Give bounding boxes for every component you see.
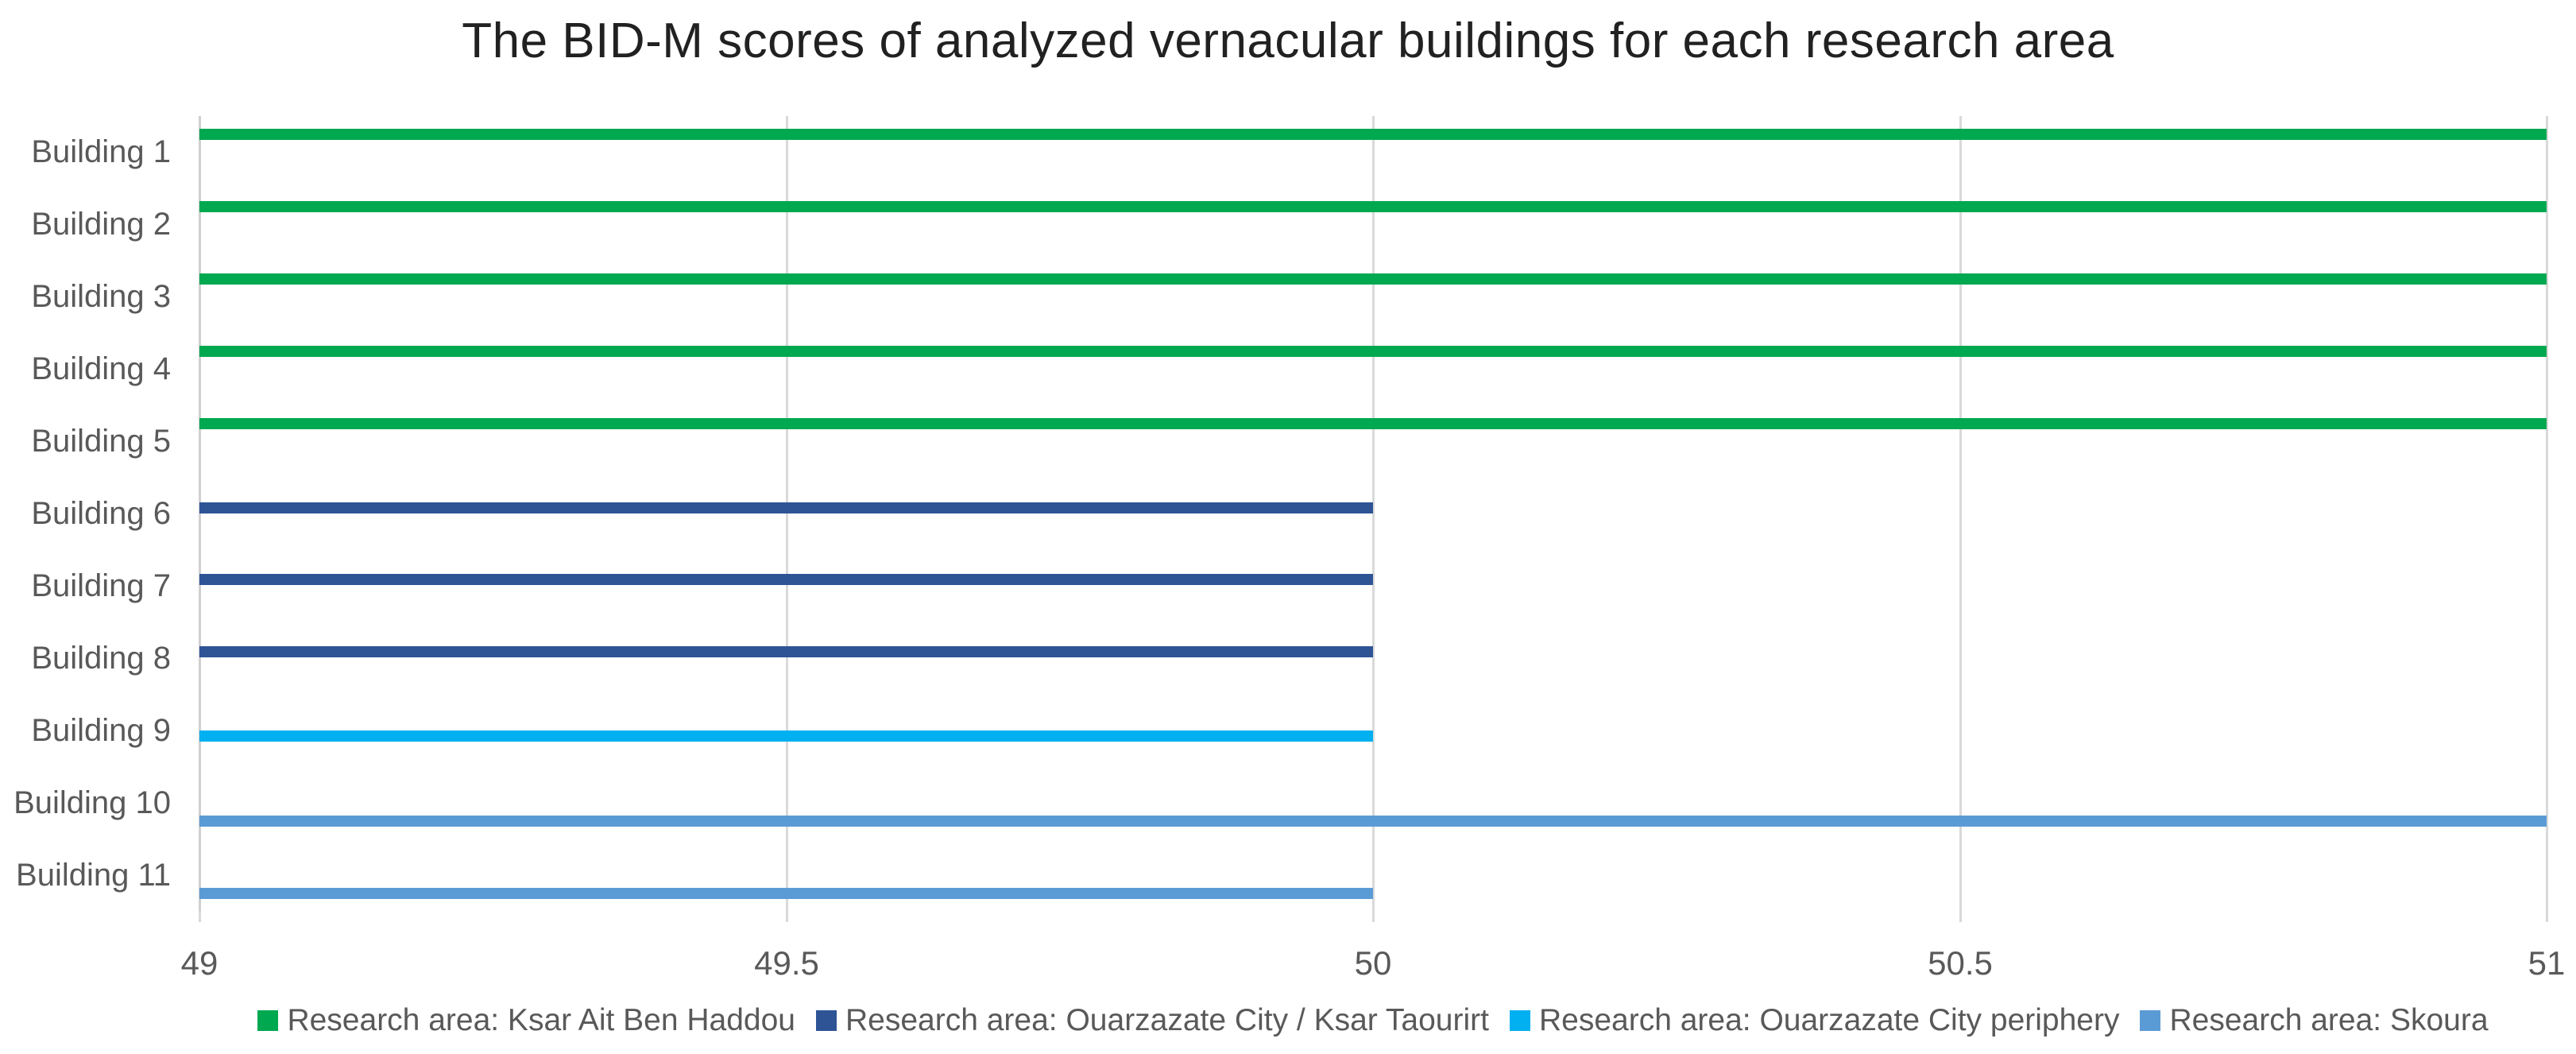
value-tick-label: 50 xyxy=(1354,944,1392,982)
bar-building-8 xyxy=(199,646,1373,657)
legend-item: Research area: Skoura xyxy=(2140,1003,2489,1038)
category-label: Building 7 xyxy=(31,568,171,603)
category-label: Building 4 xyxy=(31,351,171,386)
axis-tick-mark xyxy=(1959,911,1962,922)
category-label: Building 9 xyxy=(31,713,171,748)
legend-label: Research area: Ksar Ait Ben Haddou xyxy=(287,1003,795,1037)
bar-building-3 xyxy=(199,273,2547,285)
axis-tick-mark xyxy=(1372,911,1375,922)
bar-building-11 xyxy=(199,888,1373,899)
category-label: Building 5 xyxy=(31,424,171,459)
value-tick-label: 49 xyxy=(180,944,219,982)
axis-tick-mark xyxy=(786,911,788,922)
value-tick-label: 51 xyxy=(2528,944,2566,982)
legend-label: Research area: Skoura xyxy=(2169,1003,2489,1037)
legend-item: Research area: Ouarzazate City / Ksar Ta… xyxy=(816,1003,1489,1038)
gridline xyxy=(1372,116,1375,911)
gridline xyxy=(2546,116,2548,911)
legend: Research area: Ksar Ait Ben Haddou Resear… xyxy=(199,1000,2547,1041)
legend-item: Research area: Ksar Ait Ben Haddou xyxy=(257,1003,795,1038)
bar-building-6 xyxy=(199,502,1373,513)
value-tick-label: 49.5 xyxy=(754,944,819,982)
gridline xyxy=(1959,116,1962,911)
value-tick-label: 50.5 xyxy=(1928,944,1993,982)
legend-swatch-icon xyxy=(2140,1010,2161,1031)
legend-item: Research area: Ouarzazate City periphery xyxy=(1509,1003,2120,1038)
legend-label: Research area: Ouarzazate City periphery xyxy=(1538,1003,2120,1037)
category-label: Building 10 xyxy=(14,785,171,820)
bar-building-10 xyxy=(199,816,2547,827)
bar-building-2 xyxy=(199,201,2547,212)
axis-tick-mark xyxy=(2546,911,2548,922)
bar-building-4 xyxy=(199,346,2547,357)
chart-title: The BID-M scores of analyzed vernacular … xyxy=(462,14,2114,68)
legend-swatch-icon xyxy=(816,1010,837,1031)
category-label: Building 2 xyxy=(31,207,171,242)
legend-swatch-icon xyxy=(257,1010,279,1031)
bar-building-1 xyxy=(199,129,2547,140)
gridline xyxy=(786,116,788,911)
bar-building-7 xyxy=(199,574,1373,585)
category-label: Building 1 xyxy=(31,134,171,169)
category-label: Building 11 xyxy=(16,858,171,893)
category-label: Building 8 xyxy=(31,641,171,676)
category-label: Building 6 xyxy=(31,496,171,531)
bar-building-5 xyxy=(199,418,2547,429)
category-label: Building 3 xyxy=(31,279,171,314)
legend-label: Research area: Ouarzazate City / Ksar Ta… xyxy=(845,1003,1489,1037)
axis-tick-mark xyxy=(199,911,201,922)
bar-building-9 xyxy=(199,730,1373,742)
legend-swatch-icon xyxy=(1509,1010,1530,1031)
category-axis-line xyxy=(199,116,201,911)
